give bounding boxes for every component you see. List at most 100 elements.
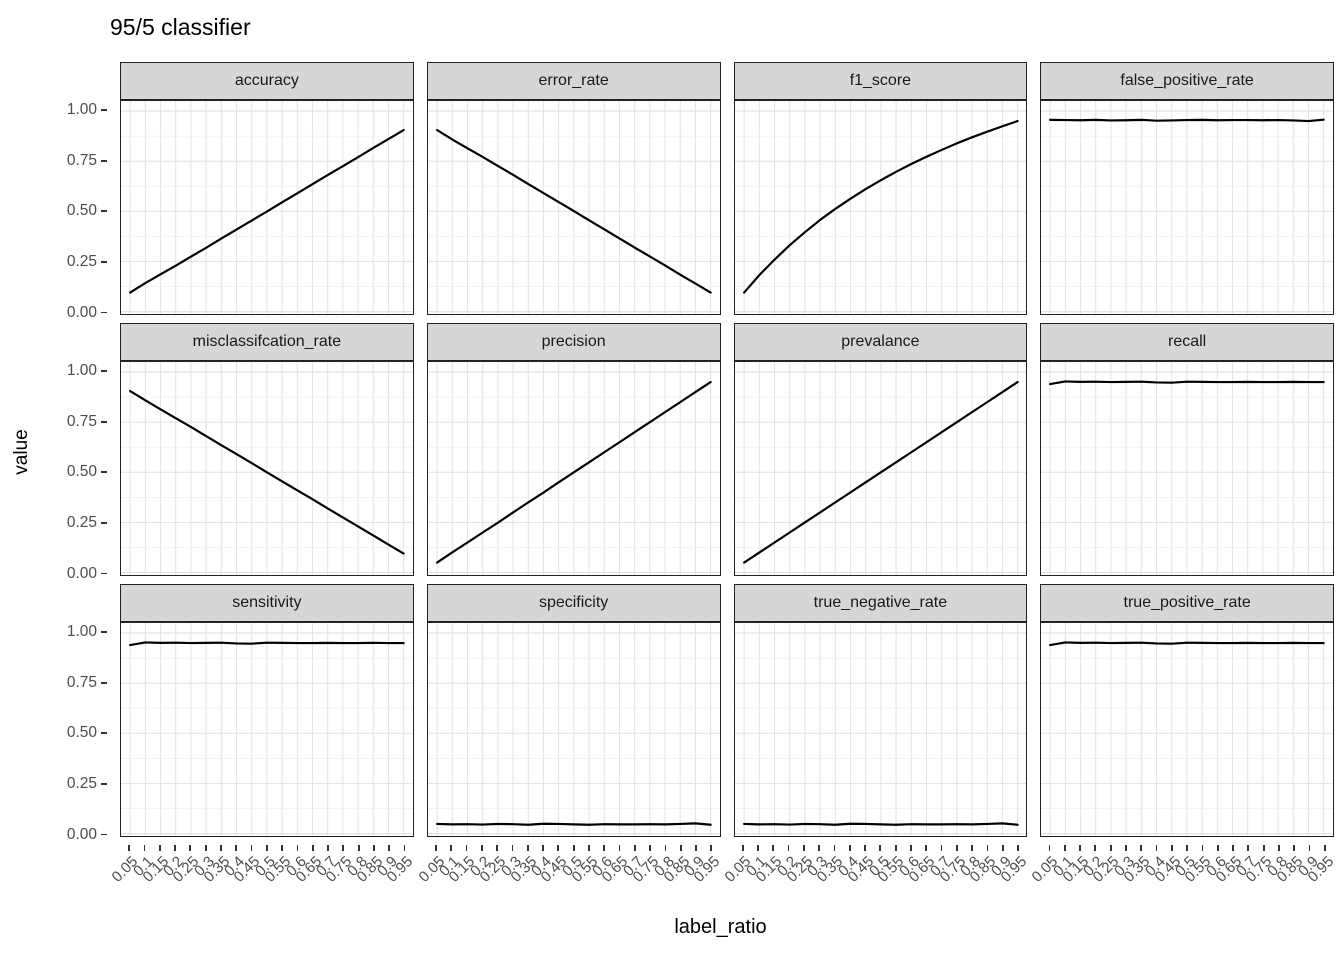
- x-tick-mark: [557, 845, 560, 851]
- facet-panel: [1040, 100, 1334, 315]
- x-tick-mark: [603, 845, 606, 851]
- facet-strip-label: sensitivity: [232, 594, 302, 611]
- panel-error_rate: [427, 101, 720, 314]
- x-tick-mark: [971, 845, 974, 851]
- x-tick-mark: [1278, 845, 1280, 851]
- x-tick-mark: [465, 845, 468, 851]
- y-tick-label: 0.50: [66, 724, 97, 742]
- x-tick-mark: [1079, 845, 1081, 851]
- x-tick-mark: [879, 845, 882, 851]
- facet-panel: [426, 361, 721, 576]
- chart-title: 95/5 classifier: [110, 14, 251, 40]
- facet-strip-label: true_negative_rate: [813, 594, 948, 611]
- x-axis-title: label_ratio: [674, 916, 767, 938]
- facet-panel: [733, 361, 1028, 576]
- x-tick-mark: [894, 845, 897, 851]
- x-tick-mark: [1109, 845, 1112, 851]
- facet-panel: [733, 622, 1028, 837]
- x-tick-mark: [480, 845, 483, 851]
- x-tick-mark: [1155, 845, 1158, 851]
- facet-panel: [120, 622, 414, 837]
- facet-strip-label: error_rate: [538, 72, 609, 89]
- series-line-accuracy: [129, 128, 405, 294]
- facet-recall: recall: [1040, 323, 1334, 576]
- facet-panel: [733, 100, 1028, 315]
- series-line-recall: [1049, 380, 1325, 386]
- x-tick-mark: [435, 845, 437, 851]
- x-tick-mark: [373, 845, 375, 851]
- x-tick-mark: [1125, 845, 1127, 851]
- series-line-true_negative_rate: [742, 822, 1019, 826]
- series-line-prevalance: [742, 380, 1019, 564]
- x-tick-mark: [526, 845, 529, 851]
- x-tick-mark: [940, 845, 943, 851]
- facet-strip: f1_score: [733, 62, 1028, 100]
- facet-row: 1.00 0.75 0.50 0.25 0.00 accuracy error_rate f1…: [8, 62, 1334, 321]
- facet-strip-label: specificity: [538, 594, 609, 611]
- x-tick-mark: [403, 845, 406, 851]
- x-axis-labels-col-4: 0.05 0.1 0.15 0.2 0.25 0.3 0.35 0.4 0.45 0.5 0.55 0…: [1029, 845, 1337, 911]
- y-tick-label: 1.00: [66, 101, 97, 119]
- x-tick-mark: [189, 845, 192, 851]
- facet-specificity: specificity: [426, 584, 721, 837]
- x-axis-gutter-spacer: [8, 845, 107, 911]
- x-tick-mark: [174, 845, 176, 851]
- y-tick-mark: [101, 471, 107, 474]
- x-tick-mark: [220, 845, 222, 851]
- x-tick-mark: [986, 845, 989, 851]
- y-tick-mark: [101, 261, 107, 263]
- x-tick-mark: [925, 845, 928, 851]
- x-tick-mark: [1186, 845, 1189, 851]
- facet-f1_score: f1_score: [733, 62, 1028, 315]
- y-tick-mark: [101, 522, 107, 524]
- x-tick-mark: [664, 845, 667, 851]
- panel-true_positive_rate: [1041, 623, 1333, 836]
- x-tick-mark: [618, 845, 621, 851]
- x-tick-mark: [235, 845, 238, 851]
- grid-lines: [1041, 623, 1333, 836]
- grid-lines: [1041, 362, 1333, 575]
- x-tick-mark: [1017, 845, 1019, 851]
- y-tick-label: 0.50: [66, 202, 97, 220]
- x-tick-mark: [1232, 845, 1234, 851]
- y-tick-label: 0.75: [66, 412, 97, 430]
- grid-lines: [1041, 101, 1333, 314]
- y-tick-mark: [101, 572, 107, 575]
- x-tick-mark: [679, 845, 682, 851]
- grid-lines: [734, 623, 1027, 836]
- facet-prevalance: prevalance: [733, 323, 1028, 576]
- x-tick-mark: [955, 845, 958, 851]
- facet-strip-label: false_positive_rate: [1120, 72, 1254, 89]
- panel-sensitivity: [121, 623, 413, 836]
- grid-lines: [121, 623, 413, 836]
- x-tick-mark: [1247, 845, 1250, 851]
- x-tick-mark: [281, 845, 284, 851]
- facet-strip: true_positive_rate: [1040, 584, 1334, 622]
- y-tick-mark: [101, 833, 107, 836]
- y-tick-mark: [101, 732, 107, 735]
- x-tick-mark: [250, 845, 253, 851]
- x-tick-mark: [1094, 845, 1097, 851]
- grid-lines: [427, 362, 720, 575]
- x-tick-mark: [1001, 845, 1004, 851]
- y-axis-gutter: 1.00 0.75 0.50 0.25 0.00: [8, 323, 107, 582]
- x-tick-mark: [757, 845, 759, 851]
- facet-strip-label: recall: [1168, 333, 1207, 350]
- x-tick-mark: [311, 845, 314, 851]
- x-tick-mark: [910, 845, 912, 851]
- x-tick-mark: [128, 845, 131, 851]
- grid-lines: [734, 362, 1027, 575]
- facet-row: 1.00 0.75 0.50 0.25 0.00 sensitivity specifici…: [8, 584, 1334, 843]
- facet-panel: [426, 100, 721, 315]
- x-tick-mark: [695, 845, 697, 851]
- facet-strip-label: prevalance: [841, 333, 920, 350]
- x-tick-mark: [741, 845, 744, 851]
- x-tick-mark: [1048, 845, 1051, 851]
- facet-error_rate: error_rate: [426, 62, 721, 315]
- panel-recall: [1041, 362, 1333, 575]
- x-tick-mark: [833, 845, 836, 851]
- y-tick-label: 0.75: [66, 673, 97, 691]
- x-tick-mark: [588, 845, 590, 851]
- grid-lines: [427, 623, 720, 836]
